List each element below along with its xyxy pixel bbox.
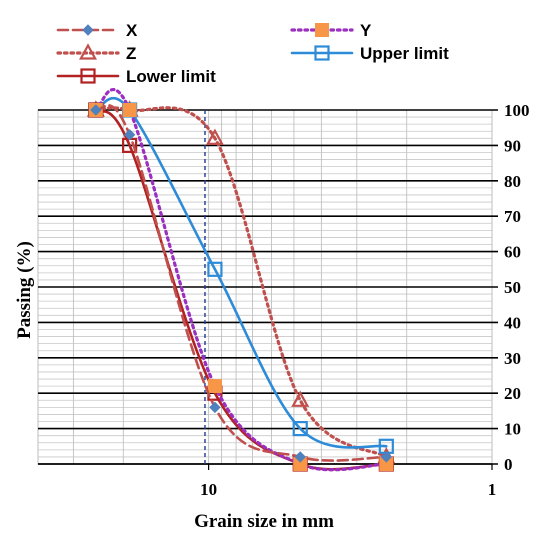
legend-label: X <box>126 21 138 40</box>
legend-label: Z <box>126 44 136 63</box>
legend-marker <box>314 45 330 61</box>
series-group <box>86 88 396 472</box>
y-tick-label: 60 <box>504 243 521 262</box>
x-axis-label: Grain size in mm <box>194 511 334 532</box>
data-point <box>207 261 223 277</box>
data-point <box>380 451 393 463</box>
y-tick-label: 10 <box>504 420 521 439</box>
legend-item-z: Z <box>56 43 136 63</box>
legend-item-y: Y <box>290 21 372 40</box>
legend-label: Upper limit <box>360 44 449 63</box>
legend-label: Y <box>360 21 372 40</box>
y-tick-label: 30 <box>504 349 521 368</box>
y-tick-label: 20 <box>504 384 521 403</box>
data-point <box>123 129 136 141</box>
data-point <box>209 401 221 414</box>
x-tick-label: 10 <box>200 480 217 499</box>
data-point <box>205 128 224 145</box>
y-tick-label: 90 <box>504 136 521 155</box>
legend-item-upper-limit: Upper limit <box>290 44 449 63</box>
y-tick-label: 80 <box>504 172 521 191</box>
legend-marker <box>78 43 98 60</box>
axes: 0 10 20 30 40 50 60 70 80 90 100 10 1 <box>38 101 530 499</box>
y-tick-label: 100 <box>504 101 530 120</box>
data-point <box>207 379 222 394</box>
legend-label: Lower limit <box>126 67 216 86</box>
legend-marker <box>80 68 96 84</box>
y-tick-label: 40 <box>504 313 521 332</box>
series-line <box>94 88 388 472</box>
data-point <box>292 421 308 437</box>
series-x <box>90 104 393 463</box>
data-point <box>122 103 137 117</box>
legend-item-lower-limit: Lower limit <box>56 67 216 86</box>
series-line <box>94 104 388 462</box>
x-tick-label: 1 <box>488 480 497 499</box>
legend-marker <box>315 23 329 37</box>
data-point <box>90 104 102 116</box>
y-tick-label: 0 <box>504 455 513 474</box>
y-tick-label: 50 <box>504 278 521 297</box>
y-axis-label: Passing (%) <box>14 241 35 339</box>
legend-item-x: X <box>56 21 138 40</box>
y-tick-label: 70 <box>504 207 521 226</box>
legend: X Y Z Upper limit Lower limit <box>56 21 449 86</box>
data-point <box>291 390 310 407</box>
data-point <box>294 451 306 463</box>
legend-marker <box>82 24 94 36</box>
